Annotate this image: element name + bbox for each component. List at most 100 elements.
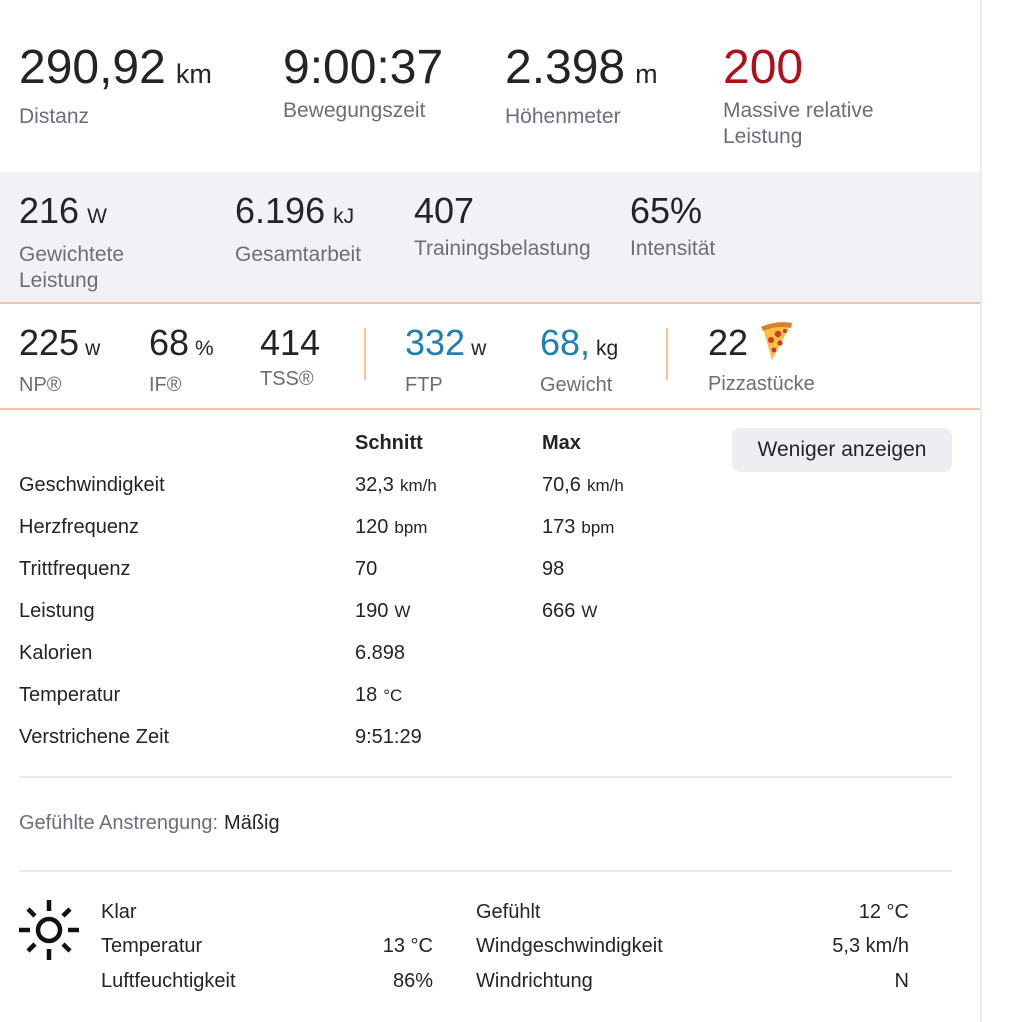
stat-weighted-power: 216 W Gewichtete Leistung	[19, 192, 124, 294]
avg-unit: °C	[383, 686, 403, 705]
stat-relative-effort-label-1: Massive relative	[723, 99, 874, 122]
stat-relative-effort-value: 200	[723, 41, 804, 94]
stat-intensity: 65% Intensität	[630, 192, 715, 262]
stat-if-value: 68	[149, 322, 190, 363]
avg-value: 190	[355, 600, 389, 622]
stat-tss-value: 414	[260, 322, 321, 363]
stat-distance-unit: km	[175, 59, 212, 89]
stat-if: 68% IF®	[149, 324, 214, 398]
weather-feels-label: Gefühlt	[476, 901, 541, 923]
stat-moving-time: 9:00:37 Bewegungszeit	[283, 44, 443, 124]
stat-weighted-power-value: 216	[19, 190, 80, 231]
stat-elevation-label: Höhenmeter	[505, 105, 621, 128]
stat-distance-label: Distanz	[19, 105, 90, 128]
max-unit: bpm	[581, 518, 615, 537]
stat-weight-label: Gewicht	[540, 374, 613, 396]
weather-wind-speed-label: Windgeschwindigkeit	[476, 935, 663, 957]
divider-weather	[19, 870, 952, 872]
stat-distance-value: 290,92	[19, 41, 166, 94]
table-row-max: 70,6 km/h	[542, 474, 624, 497]
stat-moving-time-label: Bewegungszeit	[283, 99, 426, 122]
weather-condition: Klar	[101, 901, 137, 923]
table-row-max: 666 W	[542, 600, 597, 623]
stat-np-unit: w	[85, 337, 101, 360]
stat-np-value: 225	[19, 322, 80, 363]
weather-humidity-value: 86%	[392, 970, 433, 992]
table-row-max: 173 bpm	[542, 516, 614, 539]
stat-if-unit: %	[195, 337, 214, 360]
stat-pizza-label: Pizzastücke	[708, 373, 815, 395]
stat-distance: 290,92 km Distanz	[19, 44, 212, 130]
stat-tss: 414 TSS®	[260, 324, 320, 392]
stat-pizza-value: 22	[708, 322, 749, 364]
stat-np-label: NP®	[19, 374, 62, 396]
stat-elevation-value: 2.398	[505, 41, 626, 94]
table-row-avg: 9:51:29	[355, 726, 422, 749]
avg-unit: km/h	[399, 476, 437, 495]
stat-ftp[interactable]: 332 w FTP	[405, 324, 486, 398]
stat-weight[interactable]: 68, kg Gewicht	[540, 324, 618, 398]
table-row-label: Trittfrequenz	[19, 558, 131, 580]
stat-tss-label: TSS®	[260, 368, 314, 390]
table-row-avg: 18 °C	[355, 684, 402, 707]
avg-value: 6.898	[355, 642, 406, 664]
stat-total-work: 6.196 kJ Gesamtarbeit	[235, 192, 361, 268]
weather-wind-direction-label: Windrichtung	[476, 970, 593, 992]
secondary-stats: 216 W Gewichtete Leistung 6.196 kJ Gesamta…	[0, 172, 980, 302]
table-row-label: Herzfrequenz	[19, 516, 140, 538]
stat-total-work-value: 6.196	[235, 190, 326, 231]
table-row-label: Kalorien	[19, 642, 93, 664]
show-less-button[interactable]: Weniger anzeigen	[732, 428, 952, 472]
avg-value: 120	[355, 516, 389, 538]
table-row-avg: 70	[355, 558, 377, 581]
stat-total-work-unit: kJ	[333, 205, 355, 228]
stat-weighted-power-label-2: Leistung	[19, 269, 99, 292]
table-row-avg: 6.898	[355, 642, 405, 665]
weather-temperature-value: 13 °C	[382, 935, 433, 957]
table-head-max: Max	[542, 432, 581, 454]
stat-weighted-power-unit: W	[87, 205, 107, 228]
table-row-max: 98	[542, 558, 564, 581]
avg-unit: W	[394, 602, 411, 621]
table-head-avg: Schnitt	[355, 432, 423, 454]
table-row-label: Temperatur	[19, 684, 121, 706]
stat-intensity-label: Intensität	[630, 237, 716, 260]
divider-table	[19, 776, 952, 778]
divider-vertical-1	[364, 328, 366, 380]
avg-value: 18	[355, 684, 378, 706]
stat-training-load: 407 Trainingsbelastung	[414, 192, 591, 262]
stat-training-load-label: Trainingsbelastung	[414, 237, 591, 260]
perceived-exertion-value: Mäßig	[224, 812, 280, 834]
avg-value: 9:51:29	[355, 726, 422, 748]
stat-weight-value: 68,	[540, 322, 591, 363]
max-unit: W	[581, 602, 598, 621]
table-row-label: Verstrichene Zeit	[19, 726, 170, 748]
max-unit: km/h	[586, 476, 624, 495]
pizza-icon	[758, 322, 796, 369]
table-row-avg: 32,3 km/h	[355, 474, 437, 497]
table-row-avg: 120 bpm	[355, 516, 427, 539]
avg-value: 70	[355, 558, 378, 580]
max-value: 70,6	[542, 474, 581, 496]
table-row-label: Leistung	[19, 600, 95, 622]
stat-if-label: IF®	[149, 374, 182, 396]
avg-unit: bpm	[394, 518, 428, 537]
stat-intensity-value: 65%	[630, 190, 703, 231]
top-stats: 290,92 km Distanz 9:00:37 Bewegungszeit 2…	[0, 0, 980, 172]
weather-feels-value: 12 °C	[858, 901, 909, 923]
stat-ftp-label: FTP	[405, 374, 443, 396]
perceived-exertion-label: Gefühlte Anstrengung:	[19, 812, 219, 834]
stat-relative-effort[interactable]: 200 Massive relative Leistung	[723, 44, 874, 150]
divider-top	[0, 302, 980, 304]
stat-ftp-value: 332	[405, 322, 466, 363]
weather-temperature-label: Temperatur	[101, 935, 203, 957]
stat-weighted-power-label-1: Gewichtete	[19, 243, 125, 266]
stat-pizza: 22 Pizzastücke	[708, 322, 815, 397]
weather-wind-direction-value: N	[894, 970, 909, 992]
divider-vertical-2	[666, 328, 668, 380]
max-value: 666	[542, 600, 576, 622]
weather-wind-speed-value: 5,3 km/h	[832, 935, 909, 957]
max-value: 98	[542, 558, 565, 580]
table-row-label: Geschwindigkeit	[19, 474, 165, 496]
avg-value: 32,3	[355, 474, 394, 496]
